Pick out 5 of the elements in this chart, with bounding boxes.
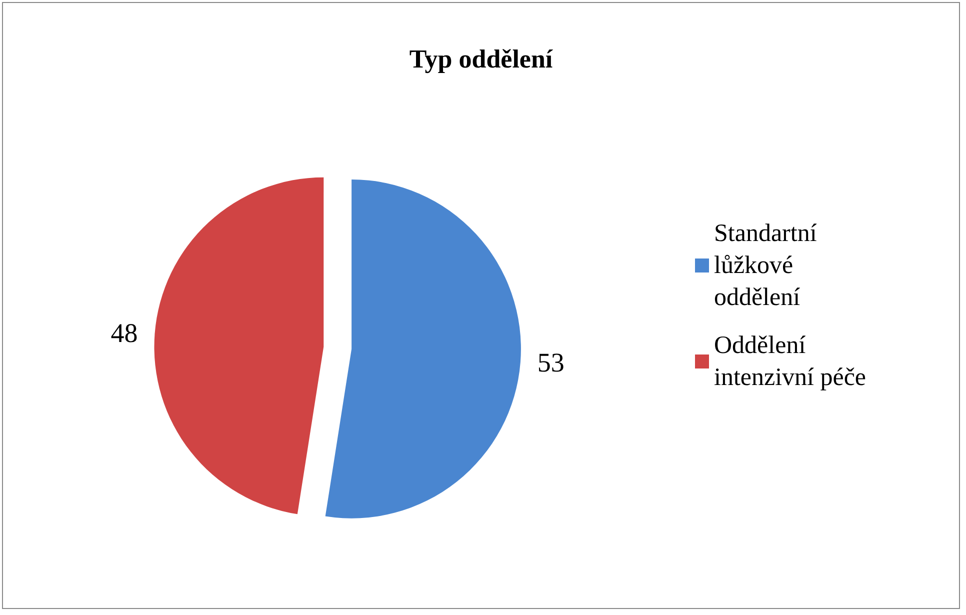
data-label: 48	[110, 318, 138, 348]
legend-label: Standartní lůžkové oddělení	[714, 220, 824, 311]
data-label: 53	[537, 348, 564, 378]
chart-title: Typ oddělení	[409, 44, 554, 74]
legend-label: Oddělení intenzivní péče	[714, 332, 866, 391]
